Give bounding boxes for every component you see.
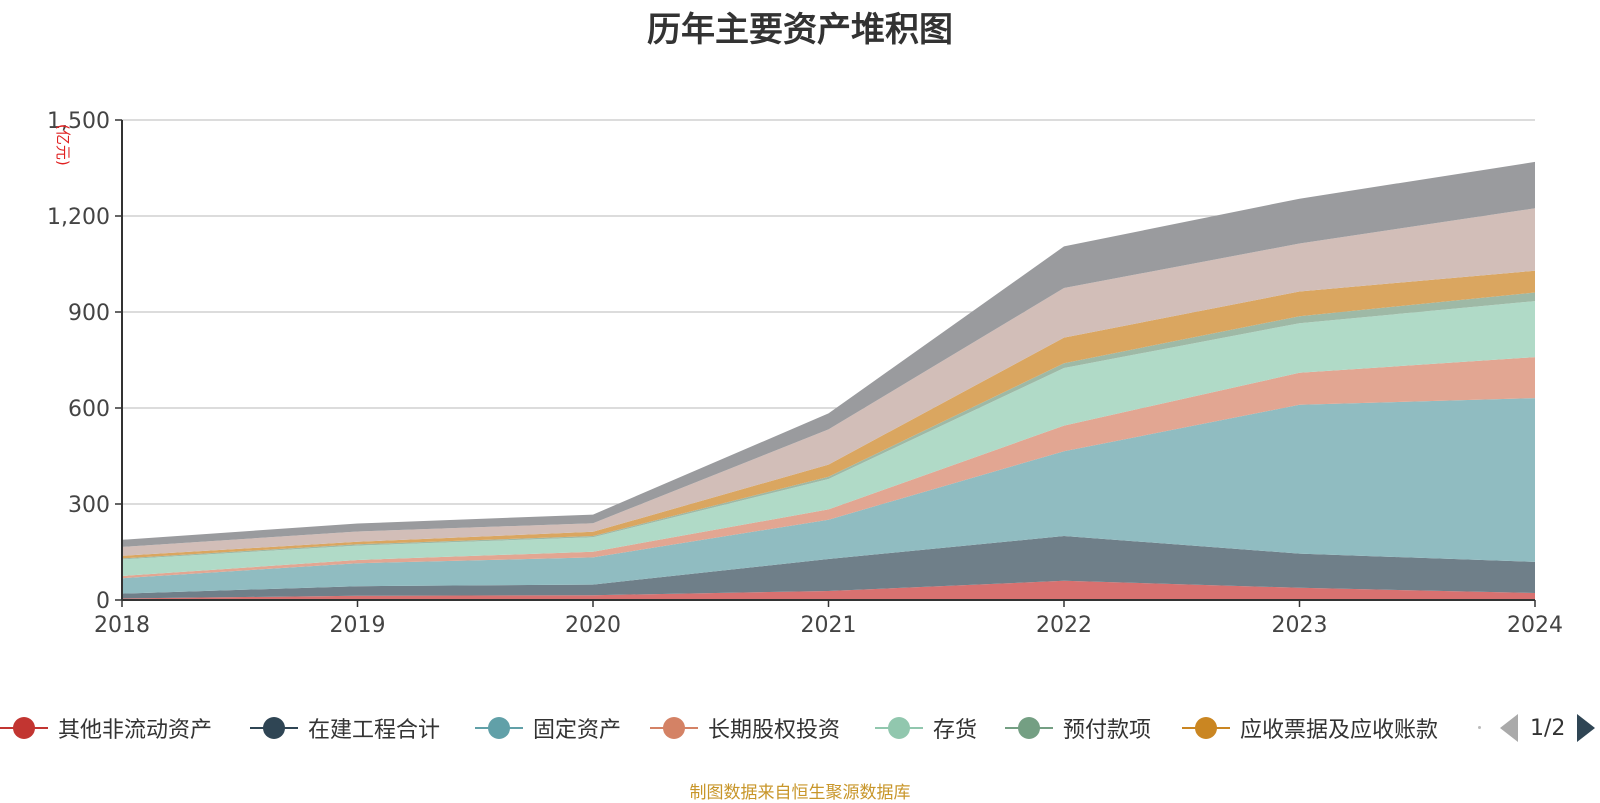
x-tick-label: 2024 — [1507, 613, 1563, 638]
y-tick-label: 900 — [68, 301, 110, 326]
x-tick-label: 2021 — [801, 613, 857, 638]
unit-label: (亿元) — [54, 124, 72, 166]
legend-marker-icon — [1182, 710, 1230, 746]
legend-label: 在建工程合计 — [308, 718, 441, 743]
legend-marker-icon — [0, 710, 48, 746]
legend-next-page-icon[interactable] — [1577, 714, 1596, 742]
legend-label: 预付款项 — [1063, 718, 1152, 743]
y-tick-label: 1,500 — [47, 109, 110, 134]
legend-marker-icon — [1005, 710, 1053, 746]
axes: 0 300 600 900 1,200 1,500 2018 2019 2020 2021 2022… — [47, 109, 1563, 638]
area-series-1[interactable] — [122, 580, 1535, 600]
legend-item[interactable]: 其他非流动资产 — [0, 710, 212, 746]
x-tick-label: 2022 — [1036, 613, 1092, 638]
legend-overflow-dot — [1478, 726, 1481, 729]
area-series-8[interactable] — [122, 208, 1535, 556]
area-series-5[interactable] — [122, 301, 1535, 576]
source-note: 制图数据来自恒生聚源数据库 — [689, 783, 911, 803]
y-tick-label: 1,200 — [47, 205, 110, 230]
area-series-2[interactable] — [122, 536, 1535, 599]
legend-page-indicator: 1/2 — [1530, 715, 1566, 741]
x-tick-label: 2019 — [330, 613, 386, 638]
legend-item[interactable]: 存货 — [875, 710, 977, 746]
legend-label: 长期股权投资 — [708, 718, 841, 743]
y-tick-label: 600 — [68, 397, 110, 422]
legend-pager: 1/2 — [1500, 710, 1596, 746]
legend-marker-icon — [475, 710, 523, 746]
area-series-9[interactable] — [122, 161, 1535, 547]
y-tick-label: 300 — [68, 493, 110, 518]
legend-item[interactable]: 应收票据及应收账款 — [1182, 710, 1438, 746]
chart-title: 历年主要资产堆积图 — [647, 10, 953, 50]
legend-marker-icon — [250, 710, 298, 746]
legend-label: 其他非流动资产 — [58, 718, 213, 743]
legend-label: 固定资产 — [533, 718, 622, 743]
area-series-3[interactable] — [122, 398, 1535, 594]
stacked-areas — [122, 161, 1535, 600]
legend-label: 存货 — [933, 718, 978, 743]
legend-marker-icon — [650, 710, 698, 746]
legend-label: 应收票据及应收账款 — [1240, 718, 1439, 743]
x-tick-label: 2020 — [565, 613, 621, 638]
area-series-4[interactable] — [122, 357, 1535, 579]
legend-marker-icon — [875, 710, 923, 746]
legend-prev-page-icon[interactable] — [1500, 714, 1518, 742]
area-series-7[interactable] — [122, 270, 1535, 559]
y-tick-label: 0 — [96, 589, 110, 614]
x-tick-label: 2018 — [94, 613, 150, 638]
legend-item[interactable]: 预付款项 — [1005, 710, 1151, 746]
legend-item[interactable]: 长期股权投资 — [650, 710, 840, 746]
legend: 其他非流动资产 在建工程合计 固定资产 长期股权投资 存货 预付款项 应收票据及应收账款 1/… — [0, 710, 1600, 746]
legend-item[interactable]: 在建工程合计 — [250, 710, 440, 746]
legend-item[interactable]: 固定资产 — [475, 710, 621, 746]
x-tick-label: 2023 — [1272, 613, 1328, 638]
